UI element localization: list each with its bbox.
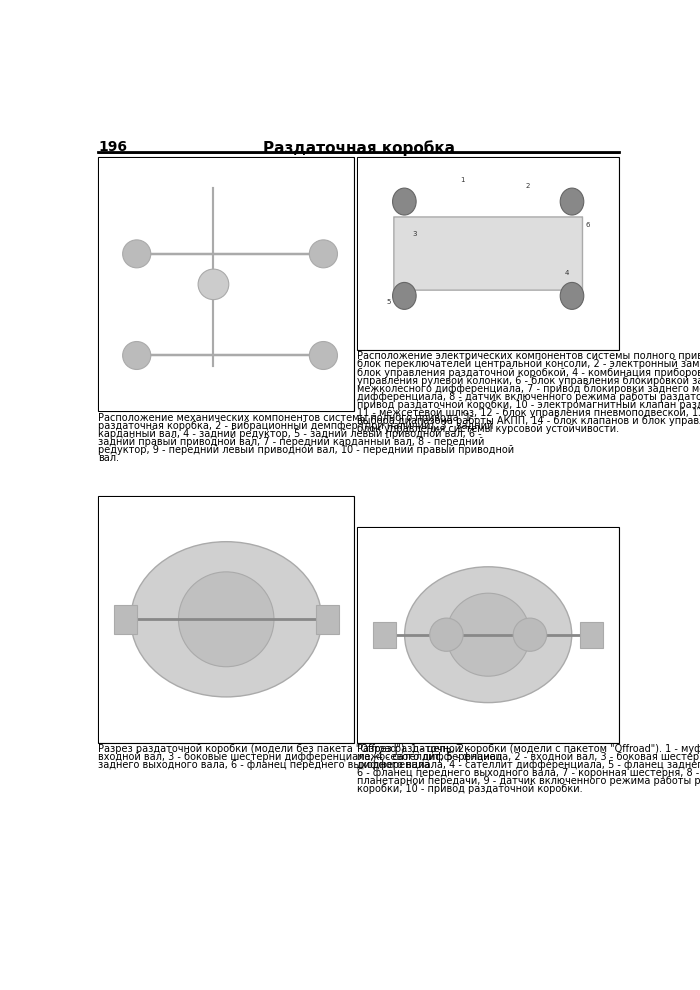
Text: блок управления раздаточной коробкой, 4 - комбинация приборов, 5 - блок: блок управления раздаточной коробкой, 4 … [357, 367, 700, 377]
Bar [316, 605, 339, 634]
Circle shape [122, 342, 150, 369]
Ellipse shape [131, 542, 322, 697]
Text: управления рулевой колонки, 6 - блок управления блокировкой заднего: управления рулевой колонки, 6 - блок упр… [357, 375, 700, 385]
Text: раздаточная коробка, 2 - вибрационный демпфер (при наличии), 3 - задний: раздаточная коробка, 2 - вибрационный де… [98, 421, 493, 431]
Text: привод раздаточной коробки, 10 - электромагнитный клапан раздаточной коробки,: привод раздаточной коробки, 10 - электро… [357, 400, 700, 410]
Bar [113, 605, 136, 634]
Circle shape [430, 618, 463, 651]
Text: межколесного дифференциала, 7 - привод блокировки заднего межколесного: межколесного дифференциала, 7 - привод б… [357, 384, 700, 394]
Text: входной вал, 3 - боковые шестерни дифференциала, 4 - сателлит, 5 - фланец: входной вал, 3 - боковые шестерни диффер… [98, 752, 503, 762]
Text: Раздаточная коробка: Раздаточная коробка [262, 141, 455, 156]
Circle shape [178, 572, 274, 666]
Circle shape [122, 240, 150, 268]
Text: Расположение электрических компонентов системы полного привода. 1 - нижний: Расположение электрических компонентов с… [357, 351, 700, 361]
Bar [373, 622, 396, 647]
Ellipse shape [560, 282, 584, 309]
Text: редуктор, 9 - передний левый приводной вал, 10 - передний правый приводной: редуктор, 9 - передний левый приводной в… [98, 446, 514, 455]
Bar [99, 158, 354, 411]
Circle shape [309, 342, 337, 369]
Bar [98, 157, 354, 412]
Text: Разрез раздаточной коробки (модели с пакетом "Offroad"). 1 - муфта блокировки: Разрез раздаточной коробки (модели с пак… [357, 744, 700, 754]
Text: 5: 5 [386, 299, 391, 305]
FancyBboxPatch shape [394, 217, 582, 290]
Bar [99, 497, 354, 742]
Text: задний правый приводной вал, 7 - передний карданный вал, 8 - передний: задний правый приводной вал, 7 - передни… [98, 438, 484, 447]
Text: блок переключателей центральной консоли, 2 - электронный замок зажигания, 3 -: блок переключателей центральной консоли,… [357, 359, 700, 369]
Text: карданный вал, 4 - задний редуктор, 5 - задний левый приводной вал, 6 -: карданный вал, 4 - задний редуктор, 5 - … [98, 429, 482, 440]
Text: блок управления системы курсовой устойчивости.: блок управления системы курсовой устойчи… [357, 424, 620, 434]
Bar [358, 158, 618, 349]
Bar [358, 528, 618, 742]
Circle shape [513, 618, 547, 651]
Text: межосевого дифференциала, 2 - входной вал, 3 - боковая шестерня: межосевого дифференциала, 2 - входной ва… [357, 752, 700, 762]
Bar [357, 527, 619, 742]
Circle shape [309, 240, 337, 268]
Ellipse shape [560, 188, 584, 215]
Text: вал.: вал. [98, 453, 119, 463]
Ellipse shape [393, 282, 416, 309]
Text: 6 - фланец переднего выходного вала, 7 - коронная шестерня, 8 - сателлит: 6 - фланец переднего выходного вала, 7 -… [357, 768, 700, 778]
Text: коробки, 10 - привод раздаточной коробки.: коробки, 10 - привод раздаточной коробки… [357, 784, 583, 794]
Bar [98, 496, 354, 742]
Text: дифференциала, 8 - датчик включенного режима работы раздаточной коробки, 9 -: дифференциала, 8 - датчик включенного ре… [357, 392, 700, 402]
Text: дифференциала, 4 - сателлит дифференциала, 5 - фланец заднего выходного вала,: дифференциала, 4 - сателлит дифференциал… [357, 760, 700, 770]
Bar [357, 157, 619, 349]
Ellipse shape [393, 188, 416, 215]
Text: заднего выходного вала, 6 - фланец переднего выходного вала.: заднего выходного вала, 6 - фланец перед… [98, 760, 433, 770]
Circle shape [447, 593, 530, 676]
Text: 11 - межсетевой шлюз, 12 - блок управления пневмоподвеской, 13 - привод: 11 - межсетевой шлюз, 12 - блок управлен… [357, 408, 700, 418]
Text: планетарной передачи, 9 - датчик включенного режима работы раздаточной: планетарной передачи, 9 - датчик включен… [357, 776, 700, 786]
Text: 6: 6 [585, 222, 590, 228]
Text: 1: 1 [460, 177, 464, 183]
Text: 4: 4 [565, 270, 569, 276]
Ellipse shape [405, 567, 572, 703]
Text: выбора диапазона работы АКПП, 14 - блок клапанов и блок управления АКПП, 15 -: выбора диапазона работы АКПП, 14 - блок … [357, 416, 700, 426]
Text: 2: 2 [525, 183, 530, 189]
Text: Расположение механических компонентов системы полного привода. 1 -: Расположение механических компонентов си… [98, 413, 478, 423]
Text: Разрез раздаточной коробки (модели без пакета "Offroad"). 1 - цепь, 2 -: Разрез раздаточной коробки (модели без п… [98, 744, 471, 754]
Text: 3: 3 [412, 232, 417, 238]
Text: 196: 196 [98, 141, 127, 154]
Circle shape [198, 269, 229, 300]
Bar [580, 622, 603, 647]
